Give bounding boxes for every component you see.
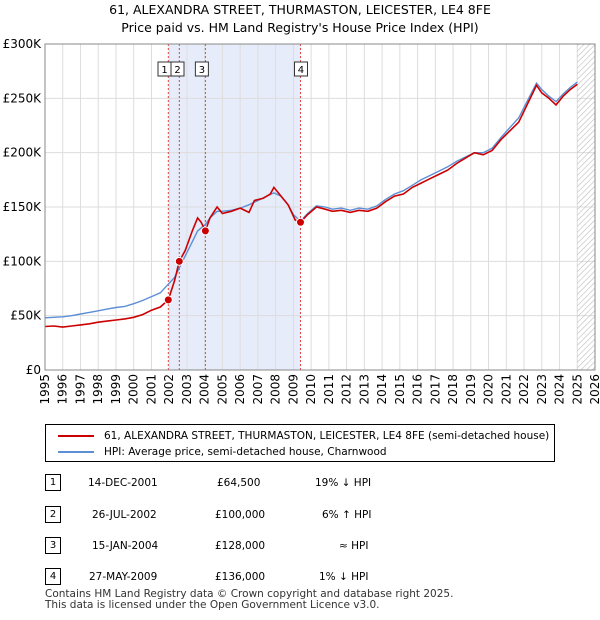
x-tick-label: 2003 bbox=[180, 374, 194, 405]
transaction-hpi-comparison: 6% ↑ HPI bbox=[322, 509, 372, 521]
attribution-footer: Contains HM Land Registry data © Crown c… bbox=[45, 589, 453, 611]
transaction-price: £64,500 bbox=[217, 477, 261, 489]
x-tick-label: 2000 bbox=[127, 374, 141, 405]
x-tick-label: 2024 bbox=[553, 374, 567, 405]
x-tick-label: 2005 bbox=[215, 374, 229, 405]
transaction-hpi-comparison: ≈ HPI bbox=[339, 540, 369, 552]
x-tick-label: 2020 bbox=[482, 374, 496, 405]
x-tick-label: 2017 bbox=[428, 374, 442, 405]
x-tick-label: 2013 bbox=[357, 374, 371, 405]
transaction-price: £100,000 bbox=[215, 509, 266, 521]
sale-marker-label: 2 bbox=[174, 65, 180, 76]
price-chart: 1 2 3 4 £0 £50K £100K £150K £200K £250K £300K 1995 1… bbox=[3, 37, 600, 405]
legend-label-property: 61, ALEXANDRA STREET, THURMASTON, LEICES… bbox=[104, 430, 550, 442]
transaction-number-badge: 2 bbox=[45, 506, 61, 523]
x-tick-label: 1998 bbox=[91, 374, 105, 405]
x-tick-label: 2007 bbox=[251, 374, 265, 405]
x-tick-label: 2001 bbox=[144, 374, 158, 405]
x-tick-label: 1995 bbox=[38, 374, 52, 405]
y-tick-label: £0 bbox=[26, 363, 41, 377]
sale-point bbox=[295, 217, 305, 227]
sale-point bbox=[163, 295, 173, 305]
chart-title-address: 61, ALEXANDRA STREET, THURMASTON, LEICES… bbox=[109, 2, 491, 17]
x-tick-label: 2004 bbox=[198, 374, 212, 405]
x-tick-label: 1996 bbox=[56, 374, 70, 405]
series-line-property bbox=[44, 83, 578, 328]
x-tick-label: 2016 bbox=[411, 374, 425, 405]
sale-marker-box bbox=[170, 61, 185, 77]
transaction-date: 27-MAY-2009 bbox=[89, 571, 158, 583]
x-tick-label: 1997 bbox=[73, 374, 87, 405]
x-tick-label: 2026 bbox=[588, 374, 600, 405]
x-tick-label: 2009 bbox=[286, 374, 300, 405]
legend-item-property: 61, ALEXANDRA STREET, THURMASTON, LEICES… bbox=[58, 429, 549, 443]
chart-legend: 61, ALEXANDRA STREET, THURMASTON, LEICES… bbox=[45, 424, 555, 462]
y-tick-label: £250K bbox=[3, 91, 43, 105]
y-tick-label: £150K bbox=[3, 200, 43, 214]
y-tick-label: £300K bbox=[3, 37, 43, 51]
forecast-hatch bbox=[577, 44, 595, 370]
x-tick-label: 2019 bbox=[464, 374, 478, 405]
transaction-hpi-comparison: 19% ↓ HPI bbox=[315, 477, 372, 489]
sale-marker-box bbox=[293, 61, 308, 77]
transaction-number-badge: 3 bbox=[45, 537, 61, 554]
x-tick-label: 2002 bbox=[162, 374, 176, 405]
transaction-price: £128,000 bbox=[215, 540, 266, 552]
sale-marker-box bbox=[194, 61, 209, 77]
x-tick-label: 2021 bbox=[499, 374, 513, 405]
transaction-number-badge: 1 bbox=[45, 474, 61, 491]
legend-item-hpi: HPI: Average price, semi-detached house,… bbox=[58, 445, 387, 459]
x-tick-label: 2011 bbox=[322, 374, 336, 405]
x-tick-label: 2022 bbox=[517, 374, 531, 405]
x-tick-label: 2008 bbox=[269, 374, 283, 405]
x-tick-label: 2025 bbox=[570, 374, 584, 405]
transaction-date: 15-JAN-2004 bbox=[92, 540, 159, 552]
legend-swatch-property bbox=[58, 435, 94, 437]
x-tick-label: 2018 bbox=[446, 374, 460, 405]
footer-copyright: Contains HM Land Registry data © Crown c… bbox=[45, 588, 454, 600]
plot-frame bbox=[44, 43, 596, 371]
chart-subtitle: Price paid vs. HM Land Registry's House … bbox=[121, 20, 479, 35]
y-tick-label: £100K bbox=[3, 254, 43, 268]
sale-marker-label: 3 bbox=[199, 65, 205, 76]
x-tick-label: 2014 bbox=[375, 374, 389, 405]
x-tick-label: 2012 bbox=[340, 374, 354, 405]
transaction-date: 26-JUL-2002 bbox=[92, 509, 157, 521]
x-tick-label: 2023 bbox=[535, 374, 549, 405]
sale-marker-label: 4 bbox=[298, 65, 304, 76]
sale-marker-label: 1 bbox=[161, 65, 167, 76]
transaction-price: £136,000 bbox=[215, 571, 266, 583]
y-tick-label: £50K bbox=[10, 309, 42, 323]
sale-point bbox=[200, 226, 210, 236]
legend-label-hpi: HPI: Average price, semi-detached house,… bbox=[104, 446, 387, 458]
x-tick-label: 2015 bbox=[393, 374, 407, 405]
sale-point bbox=[174, 256, 184, 266]
transaction-date: 14-DEC-2001 bbox=[88, 477, 158, 489]
legend-swatch-hpi bbox=[58, 451, 94, 453]
x-tick-label: 2010 bbox=[304, 374, 318, 405]
transaction-hpi-comparison: 1% ↓ HPI bbox=[319, 571, 369, 583]
x-tick-label: 2006 bbox=[233, 374, 247, 405]
transaction-number-badge: 4 bbox=[45, 568, 61, 585]
x-tick-label: 1999 bbox=[109, 374, 123, 405]
y-tick-label: £200K bbox=[3, 146, 43, 160]
footer-licence: This data is licensed under the Open Gov… bbox=[45, 599, 380, 611]
